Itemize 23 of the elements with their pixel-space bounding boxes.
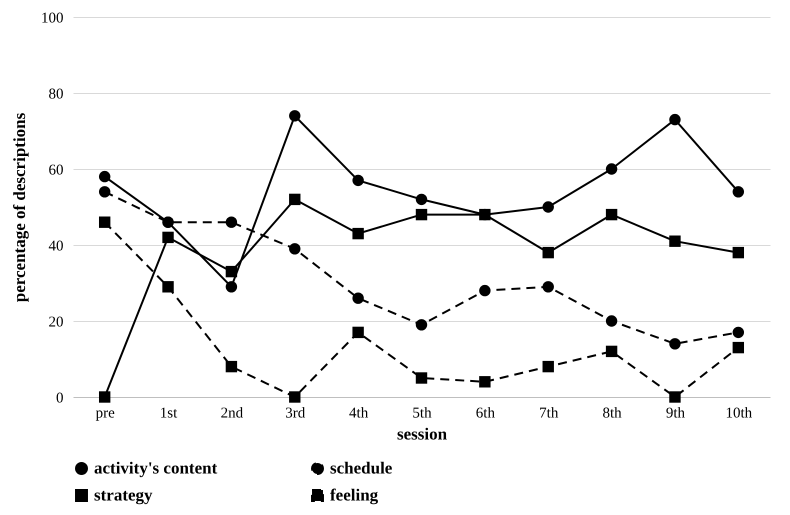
y-tick-label: 100	[41, 10, 64, 26]
x-tick-label: 9th	[666, 406, 686, 422]
x-tick-label: 2nd	[220, 406, 244, 422]
x-tick-label: 7th	[539, 406, 559, 422]
x-tick-label: 4th	[349, 406, 369, 422]
x-tick-label: 8th	[602, 406, 622, 422]
x-axis-title: session	[396, 424, 448, 444]
y-tick-label: 80	[48, 86, 64, 102]
x-tick-label: pre	[96, 406, 116, 422]
legend-label: strategy	[94, 486, 154, 504]
legend-label: schedule	[330, 458, 393, 478]
x-tick-label: 10th	[725, 406, 753, 422]
x-tick-label: 3rd	[285, 406, 306, 422]
y-tick-label: 0	[56, 390, 64, 406]
legend-label: activity's content	[94, 458, 218, 478]
legend-label: feeling	[330, 486, 379, 504]
y-axis-title: percentage of descriptions	[10, 112, 29, 302]
y-tick-label: 20	[48, 314, 64, 330]
y-tick-label: 60	[48, 162, 64, 178]
x-tick-label: 6th	[476, 406, 496, 422]
y-tick-label: 40	[48, 238, 64, 254]
x-tick-label: 5th	[412, 406, 432, 422]
x-tick-label: 1st	[160, 406, 178, 422]
